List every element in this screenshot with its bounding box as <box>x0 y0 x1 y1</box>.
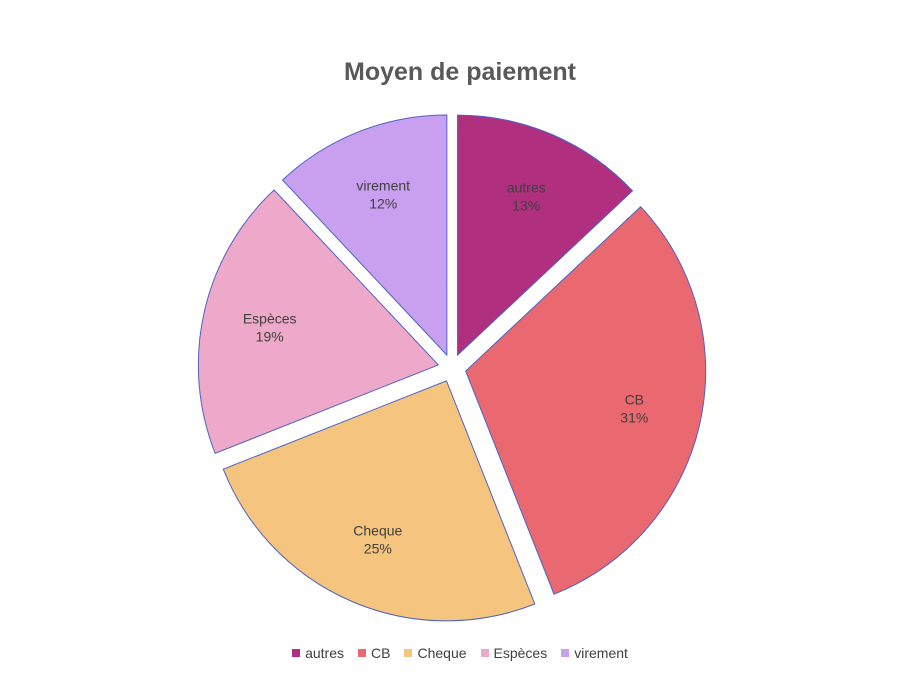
slice-label-virement: virement <box>356 177 410 193</box>
slice-value-autres: 13% <box>512 198 540 214</box>
legend-swatch-cb <box>358 649 367 657</box>
legend-item-virement: virement <box>561 645 628 661</box>
legend-swatch-autres <box>292 649 301 657</box>
slice-label-especes: Espèces <box>243 310 297 326</box>
legend-swatch-virement <box>561 649 570 657</box>
slice-value-cheque: 25% <box>364 540 392 556</box>
slice-value-especes: 19% <box>256 328 284 344</box>
legend-swatch-especes <box>480 649 489 657</box>
pie-slice-cb <box>465 206 707 595</box>
pie-slice-cheque <box>222 380 536 622</box>
chart-legend: autres CB Cheque Espèces virement <box>0 645 920 661</box>
legend-swatch-cheque <box>404 649 413 657</box>
legend-label-cheque: Cheque <box>417 645 467 661</box>
pie-slice-virement <box>281 114 448 357</box>
legend-label-cb: CB <box>371 645 391 661</box>
pie-slice-especes <box>197 189 440 454</box>
chart-title: Moyen de paiement <box>344 58 576 86</box>
legend-item-cheque: Cheque <box>404 645 467 661</box>
slice-value-cb: 31% <box>620 410 648 426</box>
legend-item-autres: autres <box>292 645 344 661</box>
legend-label-autres: autres <box>305 645 345 661</box>
pie-slice-autres <box>457 114 634 357</box>
slice-label-cheque: Cheque <box>353 522 402 538</box>
legend-item-especes: Espèces <box>480 645 548 661</box>
legend-label-especes: Espèces <box>493 645 548 661</box>
legend-label-virement: virement <box>574 645 628 661</box>
legend-item-cb: CB <box>358 645 390 661</box>
slice-label-cb: CB <box>625 392 644 408</box>
slice-label-autres: autres <box>507 180 546 196</box>
slice-value-virement: 12% <box>369 195 397 211</box>
